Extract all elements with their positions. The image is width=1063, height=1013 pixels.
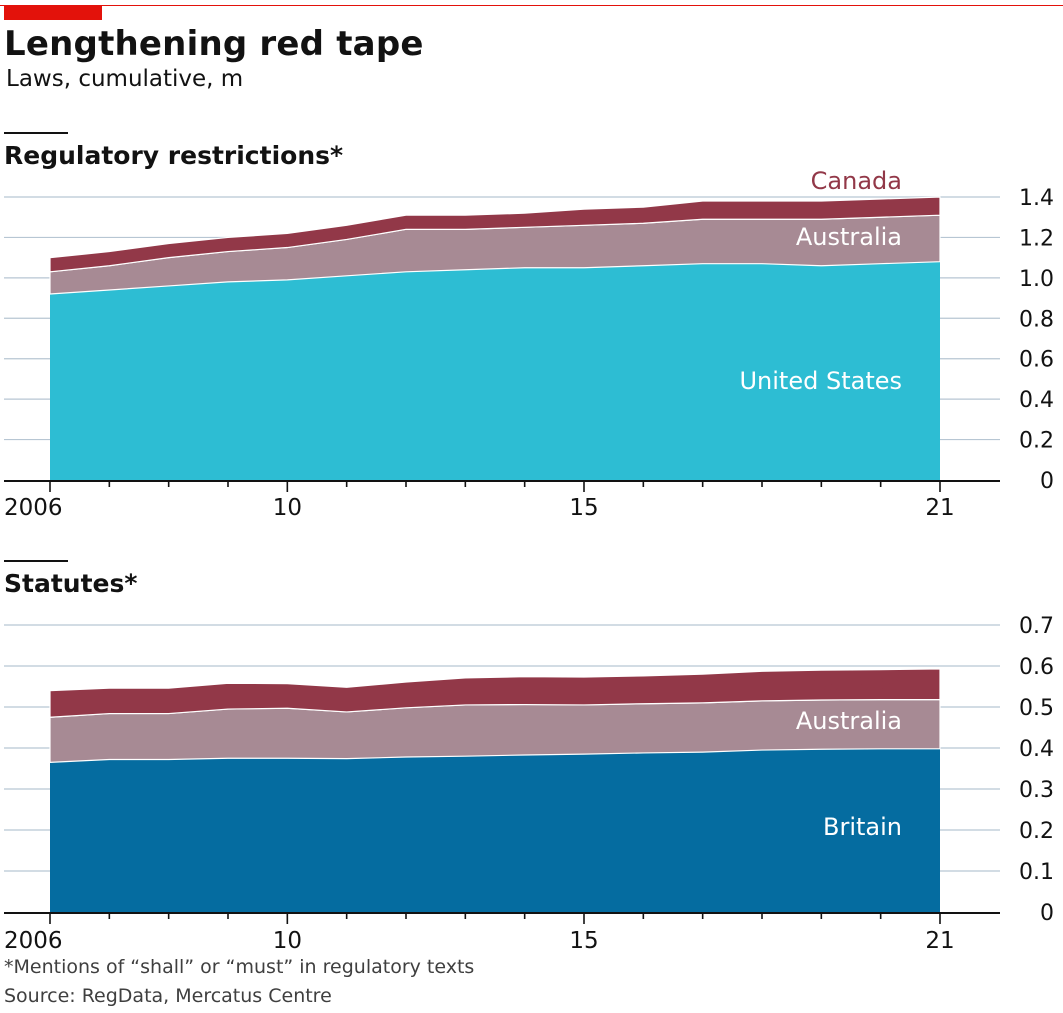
panel-2-x-tick-label: 2006 xyxy=(4,928,63,954)
panel-2-area-canada xyxy=(49,668,941,718)
panel-2-y-tick-label: 0.7 xyxy=(1019,614,1054,639)
panel-1-y-tick-label: 0.2 xyxy=(1019,429,1054,454)
panel-1-x-tick-label: 2006 xyxy=(4,495,63,521)
panel-2-series-label-canada: Canada xyxy=(811,668,902,696)
panel-1-area-canada xyxy=(49,196,941,273)
panel-1-title: Regulatory restrictions* xyxy=(4,141,344,170)
panel-2-area-britain xyxy=(50,748,940,912)
source-note: Source: RegData, Mercatus Centre xyxy=(4,985,332,1007)
panel-2-y-tick-label: 0.6 xyxy=(1019,655,1054,680)
panel-1-rule xyxy=(4,132,68,134)
panel-1-x-tick-label: 21 xyxy=(925,495,954,521)
panel-2-y-tick-label: 0.1 xyxy=(1019,860,1054,885)
panel-2-y-tick-label: 0.2 xyxy=(1019,819,1054,844)
panel-1-area-united-states xyxy=(50,261,940,480)
panel-1-y-tick-label: 1.4 xyxy=(1019,186,1054,211)
panel-1-x-tick-label: 15 xyxy=(569,495,598,521)
panel-1-y-tick-label: 0.6 xyxy=(1019,348,1054,373)
panel-1-series-label-canada: Canada xyxy=(811,167,902,195)
panel-2-x-tick-label: 10 xyxy=(273,928,302,954)
chart-title: Lengthening red tape xyxy=(4,24,424,64)
panel-1-y-tick-label: 0.4 xyxy=(1019,388,1054,413)
panel-1-x-tick-label: 10 xyxy=(273,495,302,521)
footnote: *Mentions of “shall” or “must” in regula… xyxy=(4,956,475,978)
panel-1-y-tick-label: 1.2 xyxy=(1019,226,1054,251)
panel-2-series-label-britain: Britain xyxy=(823,813,902,841)
panel-2-series-label-australia: Australia xyxy=(796,707,902,735)
chart-subtitle: Laws, cumulative, m xyxy=(6,66,244,92)
panel-1-series-label-australia: Australia xyxy=(796,223,902,251)
brand-red-tab xyxy=(4,5,102,20)
panel-1-y-tick-label: 0.8 xyxy=(1019,307,1054,332)
panel-2-x-tick-label: 21 xyxy=(925,928,954,954)
panel-2-title: Statutes* xyxy=(4,569,138,598)
panel-2-x-tick-label: 15 xyxy=(569,928,598,954)
panel-2-y-tick-label: 0.5 xyxy=(1019,696,1054,721)
panel-2-y-tick-label: 0.4 xyxy=(1019,737,1054,762)
top-rule xyxy=(0,5,1063,6)
panel-1-series-label-united-states: United States xyxy=(739,367,902,395)
panel-2-y-tick-label: 0.3 xyxy=(1019,778,1054,803)
panel-1-y-tick-label: 0 xyxy=(1040,469,1054,494)
panel-1-y-tick-label: 1.0 xyxy=(1019,267,1054,292)
panel-2-rule xyxy=(4,560,68,562)
panel-2-y-tick-label: 0 xyxy=(1040,901,1054,926)
